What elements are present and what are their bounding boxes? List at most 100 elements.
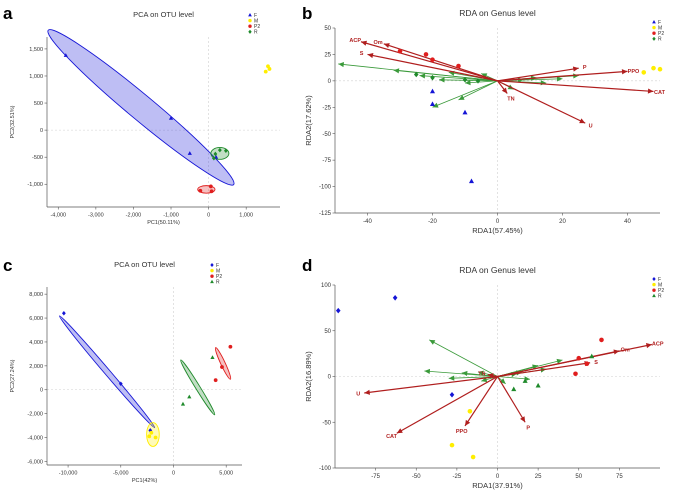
panel-letter-a: a: [3, 4, 13, 23]
x-axis-label: PC1(50.11%): [147, 220, 180, 226]
legend-label: P2: [658, 288, 664, 294]
legend-label: F: [216, 263, 219, 269]
y-tick-label: -4,000: [27, 435, 43, 441]
y-tick-label: 2,000: [29, 364, 43, 370]
x-tick-label: 20: [559, 219, 566, 225]
x-tick-label: -75: [371, 474, 380, 480]
legend-marker-R: [652, 293, 656, 298]
x-tick-label: -1,000: [163, 213, 179, 219]
legend-label: R: [216, 280, 220, 286]
env-arrow-label: P: [583, 65, 587, 71]
x-tick-label: 0: [207, 213, 210, 219]
point-P2: [599, 337, 604, 343]
env-arrow-Om: [497, 349, 620, 378]
y-tick-label: -25: [322, 105, 331, 111]
y-tick-label: -50: [322, 420, 331, 426]
chart-c: -10,000 -5,000 0 5,000 -6,000 -4,000 -2,000 0 2,…: [10, 260, 242, 484]
legend-marker-F: [248, 12, 252, 17]
point-F: [61, 311, 66, 316]
x-tick-label: 1,000: [239, 213, 253, 219]
env-arrow-S: [367, 52, 498, 82]
legend-label: M: [658, 282, 662, 288]
y-tick-label: -50: [322, 132, 331, 138]
y-tick-label: 1,500: [29, 47, 43, 53]
panel-letter-b: b: [302, 4, 313, 23]
y-tick-label: 100: [321, 283, 332, 289]
chart-b: -40 -20 0 20 40 -125 -100 -75 -50 -25 0 25 50 RDA on …: [304, 8, 666, 235]
point-P2: [209, 189, 214, 194]
env-arrow-label: S: [360, 51, 364, 57]
x-tick-label: 40: [624, 219, 631, 225]
legend-label: R: [254, 30, 258, 36]
x-tick-label: -5,000: [113, 471, 129, 477]
legend-marker-R: [652, 36, 656, 41]
legend-marker-F: [652, 276, 656, 282]
point-P2: [228, 344, 233, 349]
x-tick-label: -25: [453, 474, 462, 480]
y-axis-label: RDA2(17.62%): [304, 95, 313, 146]
y-tick-label: 1,000: [29, 74, 43, 80]
chart-a: -4,000 -3,000 -2,000 -1,000 0 1,000 -1,000 -500…: [10, 10, 280, 226]
legend-marker-P2: [652, 288, 656, 292]
env-arrow-label: TN: [478, 372, 485, 378]
point-P2: [397, 48, 403, 54]
point-P2: [576, 355, 582, 361]
point-R: [589, 353, 595, 359]
legend-label: P2: [658, 31, 664, 37]
point-R: [187, 394, 192, 399]
point-F: [449, 392, 455, 398]
x-tick-label: -2,000: [126, 213, 142, 219]
y-tick-label: 0: [328, 375, 332, 381]
point-M: [467, 408, 473, 414]
legend-label: R: [658, 37, 662, 43]
y-tick-label: -75: [322, 158, 331, 164]
y-tick-label: -2,000: [27, 412, 43, 418]
point-P2: [213, 378, 218, 383]
panel-letter-d: d: [302, 256, 313, 275]
chart-title: RDA on Genus level: [459, 265, 536, 275]
point-F: [392, 295, 398, 301]
env-arrow-label: P: [526, 425, 530, 431]
x-axis-label: RDA1(37.91%): [472, 481, 523, 490]
x-tick-label: -10,000: [59, 471, 78, 477]
y-tick-label: 50: [324, 26, 331, 32]
panel-letter-c: c: [3, 256, 13, 275]
env-arrow-label: TN: [507, 96, 514, 102]
point-M: [153, 435, 158, 440]
env-arrow-PPO: [464, 376, 499, 427]
point-M: [149, 430, 154, 435]
chart-title: RDA on Genus level: [459, 8, 536, 18]
env-arrow-PPO: [497, 69, 628, 82]
legend-marker-M: [248, 18, 252, 23]
y-tick-label: -125: [319, 211, 332, 217]
env-arrow-TN: [487, 373, 498, 379]
point-M: [641, 70, 647, 75]
species-arrow: [438, 77, 498, 83]
y-tick-label: 50: [324, 329, 331, 335]
y-tick-label: -6,000: [27, 459, 43, 465]
y-tick-label: 0: [328, 79, 332, 85]
legend-label: F: [254, 13, 257, 19]
x-tick-label: -40: [363, 219, 372, 225]
x-tick-label: -4,000: [50, 213, 66, 219]
point-P2: [423, 52, 429, 57]
legend-marker-M: [652, 25, 656, 30]
species-arrow: [432, 80, 498, 108]
point-P2: [456, 63, 461, 69]
point-R: [430, 74, 435, 81]
point-F: [168, 115, 174, 120]
point-M: [449, 442, 455, 448]
env-arrow-label: Om: [621, 348, 630, 354]
point-M: [657, 66, 663, 72]
y-tick-label: 0: [40, 128, 43, 134]
env-arrow-TN: [497, 80, 508, 94]
env-arrow-label: Om: [373, 40, 382, 46]
species-arrow: [464, 80, 498, 86]
point-F: [429, 88, 436, 94]
env-arrow-U: [364, 375, 498, 395]
env-arrow-label: CAT: [654, 90, 666, 96]
y-tick-label: -100: [319, 185, 332, 191]
legend-marker-F: [652, 19, 656, 24]
point-F: [429, 101, 436, 106]
